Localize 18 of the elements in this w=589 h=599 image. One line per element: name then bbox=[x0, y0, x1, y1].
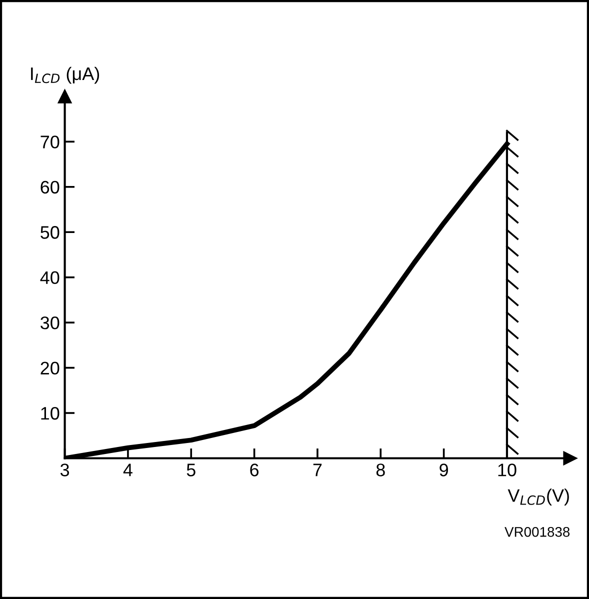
x-tick-label: 3 bbox=[60, 464, 70, 476]
x-axis-title: V$_{LCD}$(V) bbox=[508, 488, 569, 506]
y-tick-label: 20 bbox=[40, 362, 60, 375]
y-tick-label: 30 bbox=[40, 316, 60, 330]
x-tick-label: 6 bbox=[250, 464, 259, 476]
y-tick-label: 40 bbox=[40, 271, 60, 284]
x-tick-label: 4 bbox=[123, 464, 132, 476]
y-tick-label: 70 bbox=[40, 136, 60, 148]
x-tick-label: 5 bbox=[186, 464, 196, 476]
y-tick-label: 60 bbox=[40, 180, 60, 194]
x-tick-label: 7 bbox=[313, 464, 322, 476]
y-tick-label: 10 bbox=[41, 406, 60, 420]
y-axis-title: I$_{LCD}$ (μA) bbox=[31, 66, 100, 84]
text: VR001838 bbox=[504, 527, 570, 537]
x-tick-label: 10 bbox=[498, 464, 516, 476]
x-tick-label: 8 bbox=[376, 464, 385, 476]
x-tick-label: 9 bbox=[440, 464, 448, 476]
y-tick-label: 50 bbox=[40, 226, 60, 239]
